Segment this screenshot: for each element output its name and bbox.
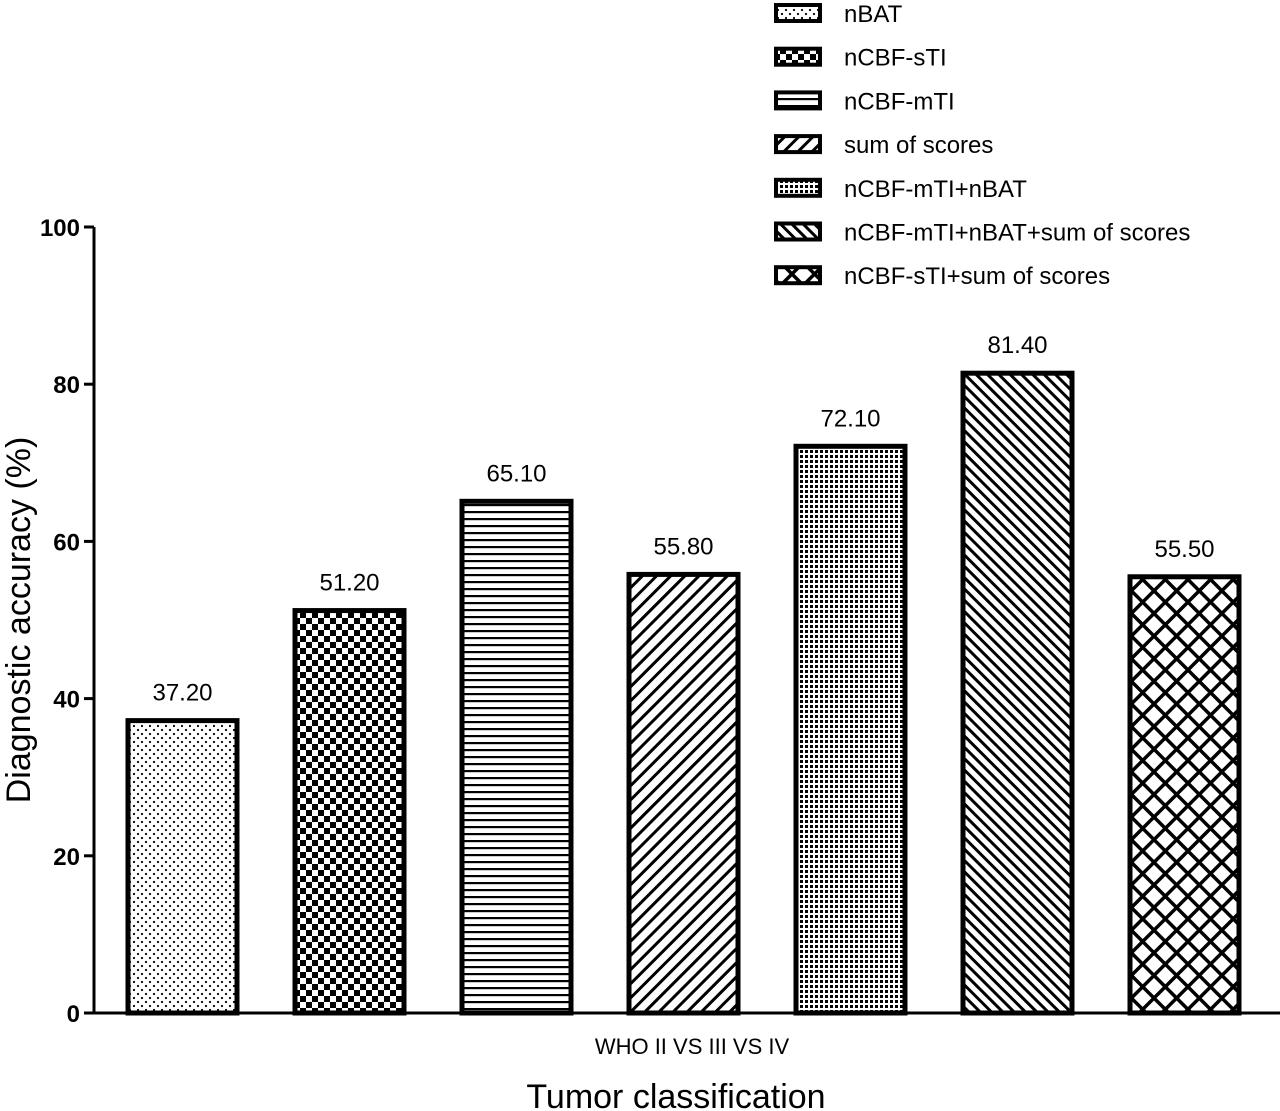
legend-swatch	[774, 90, 822, 111]
y-tick-label: 20	[53, 844, 80, 871]
legend-label: nCBF-sTI	[844, 45, 947, 72]
bar	[1127, 574, 1242, 1016]
x-axis-title: Tumor classification	[526, 1078, 825, 1111]
legend-swatch	[774, 134, 822, 155]
bar	[125, 718, 240, 1016]
y-tick-label: 60	[53, 529, 80, 556]
legend-label: sum of scores	[844, 132, 993, 159]
bar-value-label: 55.50	[1154, 536, 1214, 563]
bar-value-label: 72.10	[820, 405, 880, 432]
legend-label: nCBF-mTI+nBAT+sum of scores	[844, 220, 1190, 247]
legend: nBAT nCBF-sTI nCBF-mTI sum of scores nCBF-mT…	[774, 1, 1190, 290]
value-labels-group: 37.20 51.20 65.10 55.80 72.10 81.40 55.50	[152, 332, 1214, 706]
y-axis-title: Diagnostic accuracy (%)	[0, 437, 38, 804]
bar	[793, 443, 908, 1016]
y-axis-ticks: 0 20 40 60 80 100	[40, 215, 94, 1028]
bar	[626, 571, 741, 1016]
bar	[292, 608, 407, 1016]
legend-label: nCBF-mTI+nBAT	[844, 176, 1027, 203]
bar	[459, 498, 574, 1016]
legend-label: nCBF-sTI+sum of scores	[844, 263, 1110, 290]
bar-value-label: 51.20	[319, 570, 379, 597]
bar-value-label: 81.40	[987, 332, 1047, 359]
legend-swatch	[774, 46, 822, 67]
legend-swatch	[774, 265, 822, 286]
legend-label: nCBF-mTI	[844, 88, 955, 115]
bars-group	[125, 370, 1242, 1016]
y-tick-label: 80	[53, 372, 80, 399]
y-tick-label: 40	[53, 687, 80, 714]
legend-label: nBAT	[844, 1, 903, 28]
legend-swatch	[774, 177, 822, 198]
x-category-label: WHO II VS III VS IV	[595, 1034, 790, 1059]
bar-value-label: 55.80	[653, 533, 713, 560]
bar-value-label: 37.20	[152, 680, 212, 707]
legend-swatch	[774, 3, 822, 23]
y-tick-label: 100	[40, 215, 80, 242]
legend-swatch	[774, 221, 822, 242]
bar	[960, 370, 1075, 1016]
y-tick-label: 0	[67, 1001, 80, 1028]
bar-value-label: 65.10	[486, 460, 546, 487]
